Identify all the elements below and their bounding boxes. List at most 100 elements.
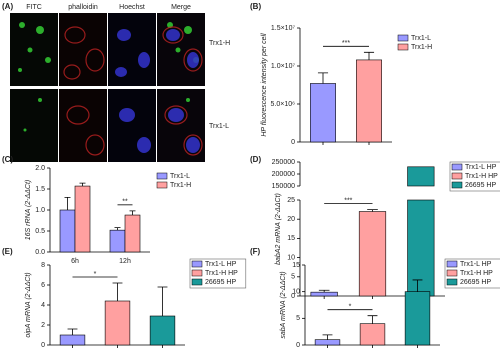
legend-swatch: [156, 181, 168, 189]
bar: [356, 59, 382, 143]
significance-label: ***: [342, 40, 350, 47]
bar: [404, 291, 431, 346]
panel-letter: (D): [250, 155, 261, 164]
column-label: Hoechst: [119, 4, 145, 11]
legend-label: Trx1-L HP: [205, 261, 237, 268]
legend-label: Trx1-L: [170, 173, 190, 180]
legend-label: 26695 HP: [205, 279, 236, 286]
y-tick-label: 4: [41, 302, 45, 309]
y-tick-label: 200000: [272, 171, 295, 178]
bar: [59, 334, 86, 346]
bar: [407, 166, 435, 187]
bar: [359, 323, 386, 346]
significance-label: *: [349, 304, 352, 311]
legend-swatch: [451, 163, 463, 171]
error-bar: [79, 182, 86, 187]
legend-swatch: [451, 181, 463, 189]
error-bar: [412, 279, 423, 292]
micrographs: [10, 13, 205, 162]
column-label: phalloidin: [68, 4, 98, 11]
error-bar: [318, 289, 330, 293]
panel-a: (A) FITC phalloidin Hoechst Merge: [2, 2, 230, 162]
legend-label: Trx1-H: [411, 44, 432, 51]
y-axis-label: babA2 mRNA (2-ΔΔCt): [275, 193, 282, 265]
significance-label: *: [94, 271, 97, 278]
legend-swatch: [397, 43, 409, 51]
y-tick-label: 15: [292, 262, 300, 269]
y-tick-label: 0.5: [35, 228, 45, 235]
y-tick-label: 10: [287, 254, 295, 261]
panel-letter: (A): [2, 2, 13, 11]
legend-label: Trx1-H HP: [460, 270, 493, 277]
legend-swatch: [446, 278, 458, 286]
legend-swatch: [446, 260, 458, 268]
bar: [358, 211, 387, 297]
panel-letter: (E): [2, 247, 13, 256]
error-bar: [317, 72, 329, 84]
legend-label: Trx1-L: [411, 35, 431, 42]
error-bar: [64, 197, 71, 210]
bar: [124, 214, 141, 253]
error-bar: [114, 227, 121, 231]
panel-letter: (F): [250, 247, 261, 256]
y-tick-label: 1.5×10⁷: [271, 25, 296, 32]
bar: [59, 209, 76, 253]
error-bar: [363, 51, 375, 60]
legend-swatch: [191, 278, 203, 286]
y-tick-label: 20: [287, 216, 295, 223]
bar: [310, 83, 336, 143]
error-bar: [367, 209, 378, 212]
error-bar: [322, 334, 333, 340]
y-tick-label: 150000: [272, 183, 295, 190]
y-axis-label: oipA mRNA (2-ΔΔCt): [25, 272, 32, 337]
legend-label: Trx1-L HP: [460, 261, 492, 268]
legend-label: 26695 HP: [460, 279, 491, 286]
significance-label: **: [122, 199, 128, 206]
legend-label: Trx1-L HP: [465, 164, 497, 171]
y-tick-label: 1.5: [35, 186, 45, 193]
column-label: FITC: [26, 4, 42, 11]
y-tick-label: 0: [291, 139, 295, 146]
legend-swatch: [156, 172, 168, 180]
panel-letter: (C): [2, 155, 13, 164]
significance-label: ***: [344, 197, 352, 204]
y-tick-label: 1.0: [35, 207, 45, 214]
y-tick-label: 2: [41, 322, 45, 329]
legend-label: Trx1-H HP: [205, 270, 238, 277]
bar: [109, 229, 126, 253]
legend-swatch: [191, 269, 203, 277]
legend-swatch: [451, 172, 463, 180]
legend-label: Trx1-H HP: [465, 173, 498, 180]
y-tick-label: 1.0×10⁷: [271, 63, 296, 70]
bar: [314, 339, 341, 346]
y-tick-label: 25: [287, 197, 295, 204]
y-tick-label: 5: [296, 315, 300, 322]
chart: (E) 0 2 4 6 8 oipA mRNA (2-ΔΔCt) * Trx1-L HP Trx1…: [2, 247, 247, 349]
row-label: Trx1-L: [209, 123, 229, 130]
x-tick-label: 6h: [71, 258, 79, 265]
bar: [74, 185, 91, 253]
y-tick-label: 0: [291, 293, 295, 300]
legend-swatch: [397, 34, 409, 42]
bar: [149, 315, 176, 346]
error-bar: [157, 286, 168, 316]
y-axis-label: sabA mRNA (2-ΔΔCt): [280, 271, 287, 338]
column-label: Merge: [171, 4, 191, 11]
row-label: Trx1-H: [209, 40, 230, 47]
y-tick-label: 15: [287, 235, 295, 242]
y-tick-label: 250000: [272, 159, 295, 166]
bar: [104, 300, 131, 346]
error-bar: [112, 282, 123, 301]
bar: [407, 199, 435, 297]
legend-label: Trx1-H: [170, 182, 191, 189]
panel-letter: (B): [250, 2, 261, 11]
bar: [310, 291, 338, 297]
y-tick-label: 5: [291, 274, 295, 281]
legend-swatch: [446, 269, 458, 277]
y-tick-label: 2.0: [35, 165, 45, 172]
legend-label: 26695 HP: [465, 182, 496, 189]
y-tick-label: 0: [296, 342, 300, 349]
